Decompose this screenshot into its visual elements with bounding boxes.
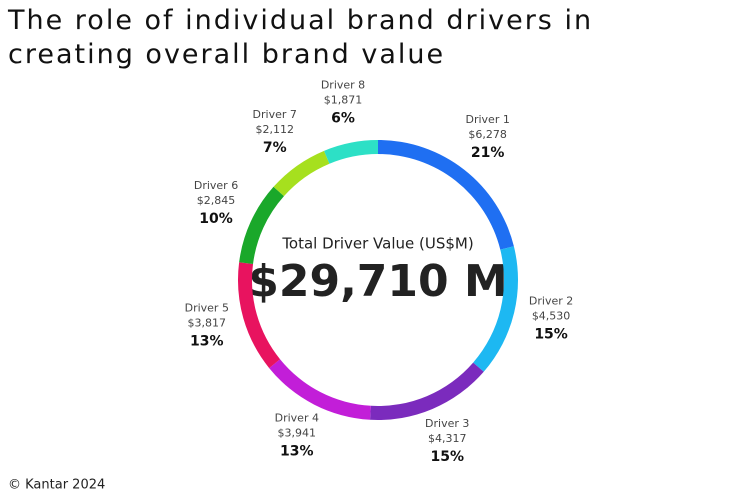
segment-share: 15% — [534, 327, 568, 343]
segment-name: Driver 5 — [185, 302, 229, 315]
segment-value: $4,530 — [532, 310, 571, 323]
segment-name: Driver 7 — [253, 108, 297, 121]
chart-title: The role of individual brand drivers in … — [8, 5, 594, 70]
segment-value: $2,112 — [255, 123, 294, 136]
donut-segment — [273, 150, 330, 197]
segment-share: 13% — [280, 443, 314, 459]
donut-segment — [269, 359, 371, 420]
segment-share: 6% — [331, 110, 355, 126]
segment-name: Driver 2 — [529, 295, 573, 308]
segment-share: 13% — [190, 334, 224, 350]
donut-segment — [239, 186, 284, 265]
source: © Kantar 2024 — [8, 478, 105, 493]
donut-segment — [370, 362, 484, 420]
segment-share: 15% — [430, 449, 464, 465]
donut-segment — [324, 140, 378, 164]
segment-value: $4,317 — [428, 432, 467, 445]
segment-value: $1,871 — [324, 93, 363, 106]
segment-name: Driver 1 — [466, 113, 510, 126]
segment-name: Driver 8 — [321, 78, 365, 91]
segment-name: Driver 6 — [194, 179, 238, 192]
segment-share: 21% — [471, 145, 505, 161]
center-title: Total Driver Value (US$M) — [281, 235, 473, 253]
segment-value: $6,278 — [468, 128, 507, 141]
donut-segment — [378, 140, 514, 250]
segment-name: Driver 4 — [275, 411, 319, 424]
donut-segment — [238, 262, 281, 369]
center-total: $29,710 M — [248, 256, 508, 307]
segment-value: $3,817 — [188, 317, 227, 330]
donut-segment — [473, 246, 518, 372]
segment-name: Driver 3 — [425, 417, 469, 430]
segment-share: 7% — [263, 140, 287, 156]
segment-share: 10% — [199, 211, 233, 227]
segment-value: $2,845 — [197, 194, 236, 207]
segment-value: $3,941 — [278, 426, 317, 439]
